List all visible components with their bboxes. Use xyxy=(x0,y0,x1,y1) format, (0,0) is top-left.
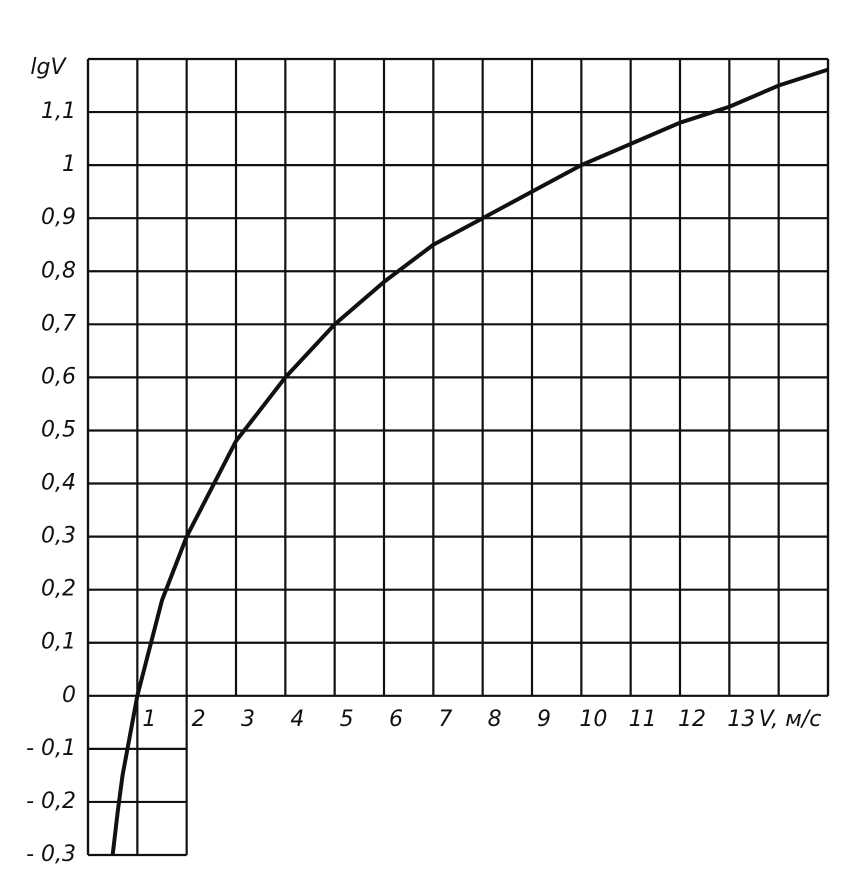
y-tick-label: 0,4 xyxy=(41,471,76,496)
y-tick-label: 0,7 xyxy=(41,311,76,336)
y-tick-label: 0,2 xyxy=(41,577,76,602)
y-tick-label: 0,6 xyxy=(41,364,76,389)
x-tick-label: 12 xyxy=(678,707,706,732)
y-tick-label: 1 xyxy=(62,152,76,177)
x-tick-label: 6 xyxy=(389,707,403,732)
x-axis-title: V, м/с xyxy=(759,707,822,732)
y-tick-label: 0 xyxy=(62,683,76,708)
x-tick-label: 10 xyxy=(579,707,607,732)
x-tick-label: 5 xyxy=(340,707,354,732)
x-tick-label: 7 xyxy=(438,707,452,732)
y-tick-label: 0,8 xyxy=(41,258,76,283)
x-tick-label: 2 xyxy=(192,707,206,732)
y-tick-label: - 0,1 xyxy=(26,736,76,761)
x-tick-label: 8 xyxy=(488,707,502,732)
x-tick-label: 11 xyxy=(629,707,657,732)
x-tick-label: 9 xyxy=(537,707,551,732)
y-tick-label: 0,5 xyxy=(41,417,76,442)
y-tick-label: 0,3 xyxy=(41,524,76,549)
y-axis-title: lgV xyxy=(30,55,67,80)
y-tick-label: 1,1 xyxy=(41,99,76,124)
y-tick-label: 0,9 xyxy=(41,205,76,230)
y-tick-label: - 0,3 xyxy=(26,842,76,867)
curve xyxy=(110,67,829,856)
x-tick-label: 1 xyxy=(142,707,156,732)
y-tick-label: 0,1 xyxy=(41,630,76,655)
y-tick-label: - 0,2 xyxy=(26,789,76,814)
x-tick-label: 13 xyxy=(727,707,755,732)
x-tick-label: 3 xyxy=(241,707,255,732)
x-tick-label: 4 xyxy=(290,707,304,732)
